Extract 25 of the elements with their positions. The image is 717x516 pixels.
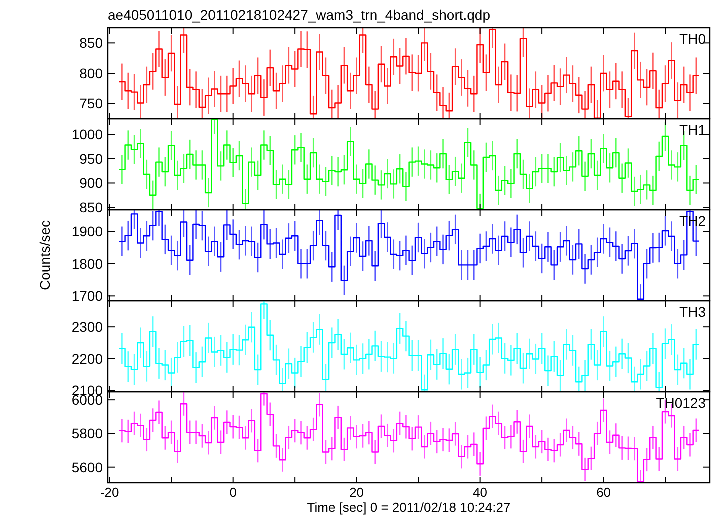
y-tick-label: 750 xyxy=(80,96,104,112)
y-tick-label: 1900 xyxy=(72,224,104,240)
y-axis-title: Counts/sec xyxy=(37,220,53,291)
x-tick-label: 40 xyxy=(473,485,488,500)
x-tick-label: 20 xyxy=(350,485,364,500)
y-tick-label: 1700 xyxy=(72,288,104,304)
y-tick-label: 2300 xyxy=(72,318,104,335)
y-tick-label: 900 xyxy=(80,175,104,192)
y-tick-label: 1000 xyxy=(72,126,104,142)
chart-title: ae405011010_20110218102427_wam3_trn_4band_short.qdp xyxy=(108,7,491,23)
series-label: TH0 xyxy=(680,31,706,47)
y-tick-label: 1800 xyxy=(72,256,104,272)
y-tick-label: 2200 xyxy=(72,350,104,367)
x-tick-label: -20 xyxy=(100,485,120,500)
series-label: TH1 xyxy=(680,122,706,138)
y-tick-label: 5800 xyxy=(72,426,104,442)
y-tick-label: 5600 xyxy=(72,459,104,476)
y-tick-label: 850 xyxy=(80,199,104,216)
y-tick-label: 850 xyxy=(80,35,104,52)
y-tick-label: 800 xyxy=(80,65,104,82)
x-tick-label: 60 xyxy=(596,485,612,500)
x-tick-label: 0 xyxy=(230,485,237,500)
x-axis-title: Time [sec] 0 = 2011/02/18 10:24:27 xyxy=(307,500,511,515)
series-label: TH3 xyxy=(680,304,706,320)
y-tick-label: 950 xyxy=(80,150,104,167)
